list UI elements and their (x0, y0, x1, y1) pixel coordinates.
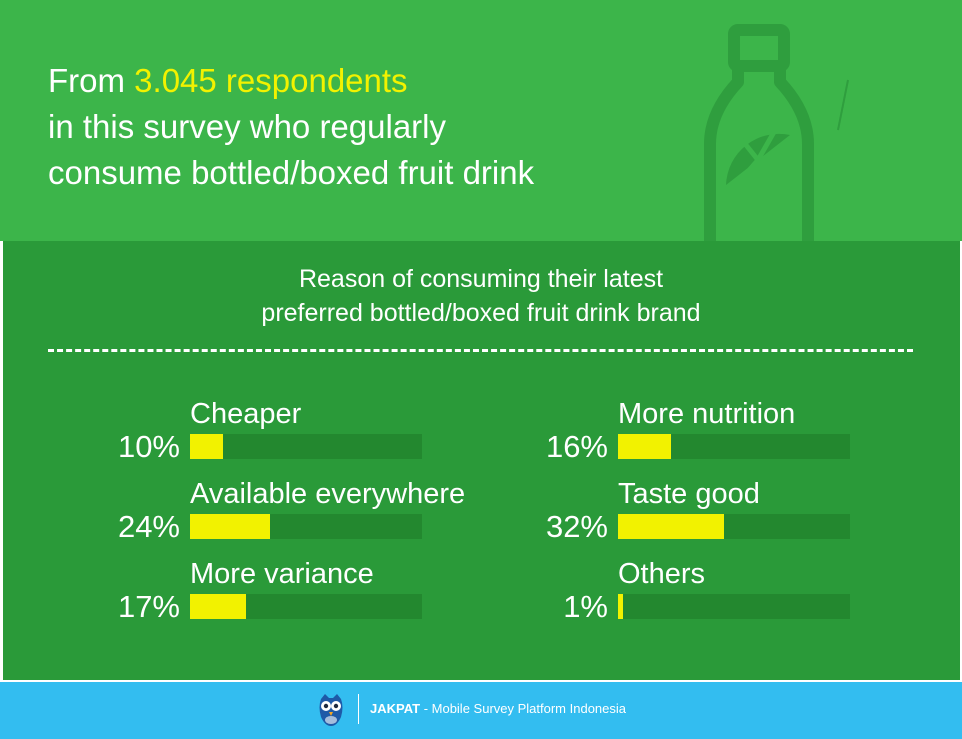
bar-value-label: 17% (117, 589, 180, 624)
bar-track (618, 594, 850, 619)
bar-value-label: 32% (545, 509, 608, 544)
bar-value-label: 10% (117, 429, 180, 464)
headline-line-3: consume bottled/boxed fruit drink (48, 154, 535, 191)
bar-fill (190, 594, 247, 619)
footer-bar (0, 682, 962, 739)
bar-value-label: 1% (563, 589, 608, 624)
chart-title-line-2: preferred bottled/boxed fruit drink bran… (261, 299, 701, 327)
bottle-icon (704, 24, 849, 241)
headline-line-1: From 3.045 respondents (48, 58, 534, 104)
footer-separator (358, 694, 359, 724)
bar-track (190, 594, 422, 619)
bar-category-label: Others (618, 558, 706, 590)
chart-title: Reason of consuming their latest preferr… (0, 262, 962, 330)
respondent-count: 3.045 respondents (134, 62, 408, 99)
bar-category-label: More variance (190, 558, 374, 590)
bar-value-label: 24% (117, 509, 180, 544)
bar-fill (618, 514, 725, 539)
headline: From 3.045 respondents in this survey wh… (48, 58, 534, 196)
chart-title-line-1: Reason of consuming their latest (298, 265, 664, 293)
bar-category-label: More nutrition (618, 398, 796, 430)
bar-category-label: Taste good (618, 478, 760, 510)
owl-logo-icon (319, 694, 343, 726)
bar-category-label: Cheaper (190, 398, 302, 430)
bar-track (190, 434, 422, 459)
bar-track (190, 514, 422, 539)
bar-fill (190, 514, 270, 539)
bar-fill (190, 434, 224, 459)
headline-prefix: From (48, 62, 135, 99)
bar-track (618, 514, 850, 539)
brand-tagline: - Mobile Survey Platform Indonesia (420, 701, 627, 716)
header-banner: From 3.045 respondents in this survey wh… (0, 0, 962, 241)
headline-line-2: in this survey who regularly (48, 108, 446, 145)
bar-fill (618, 434, 672, 459)
bar-track (618, 434, 850, 459)
brand-name: JAKPAT (370, 701, 421, 716)
bar-fill (618, 594, 623, 619)
bar-category-label: Available everywhere (190, 478, 466, 510)
bar-value-label: 16% (545, 429, 608, 464)
dashed-divider (48, 349, 913, 352)
footer-brand: JAKPAT - Mobile Survey Platform Indonesi… (370, 701, 626, 716)
